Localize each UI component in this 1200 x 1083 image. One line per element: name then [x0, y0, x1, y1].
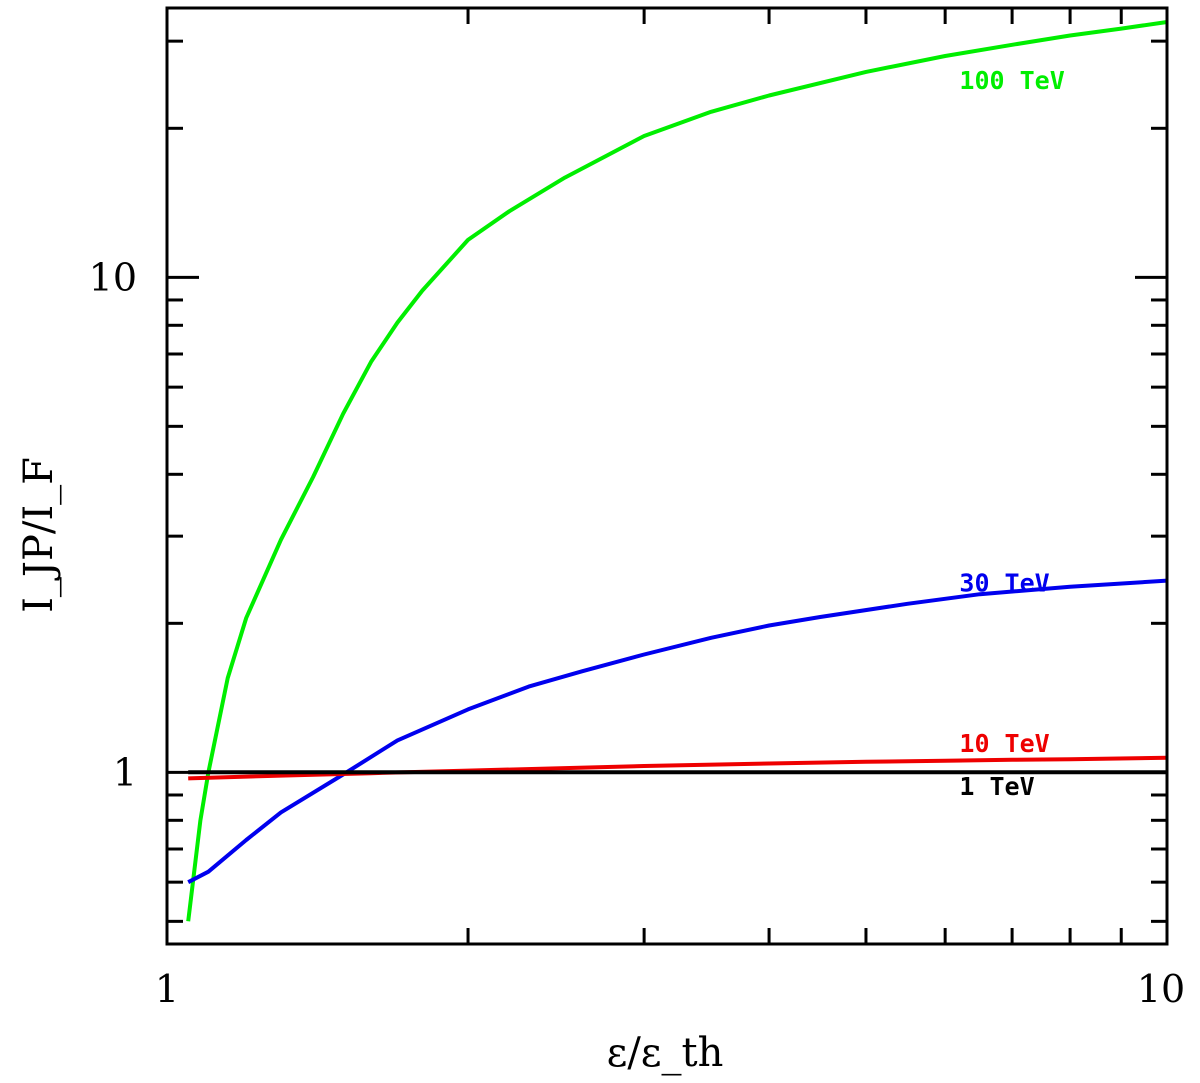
- axis-ticks: [165, 8, 1169, 944]
- series-lines: [186, 20, 1168, 922]
- y-tick-label-10: 10: [89, 255, 137, 299]
- x-axis-title: ε/ε_th: [607, 1030, 724, 1076]
- series-label-10tev: 10 TeV: [959, 729, 1049, 758]
- series-label-1tev: 1 TeV: [959, 772, 1034, 801]
- plot-frame: [165, 6, 1169, 946]
- series-label-100tev: 100 TeV: [959, 66, 1064, 95]
- series-line-30tev: [187, 578, 1168, 884]
- series-label-30tev: 30 TeV: [959, 568, 1049, 597]
- y-axis-title: I_JP/I_F: [16, 457, 62, 613]
- x-tick-label-10: 10: [1137, 967, 1185, 1011]
- series-line-100tev: [186, 20, 1168, 922]
- y-tick-label-1: 1: [113, 750, 137, 794]
- x-tick-label-1: 1: [155, 967, 179, 1011]
